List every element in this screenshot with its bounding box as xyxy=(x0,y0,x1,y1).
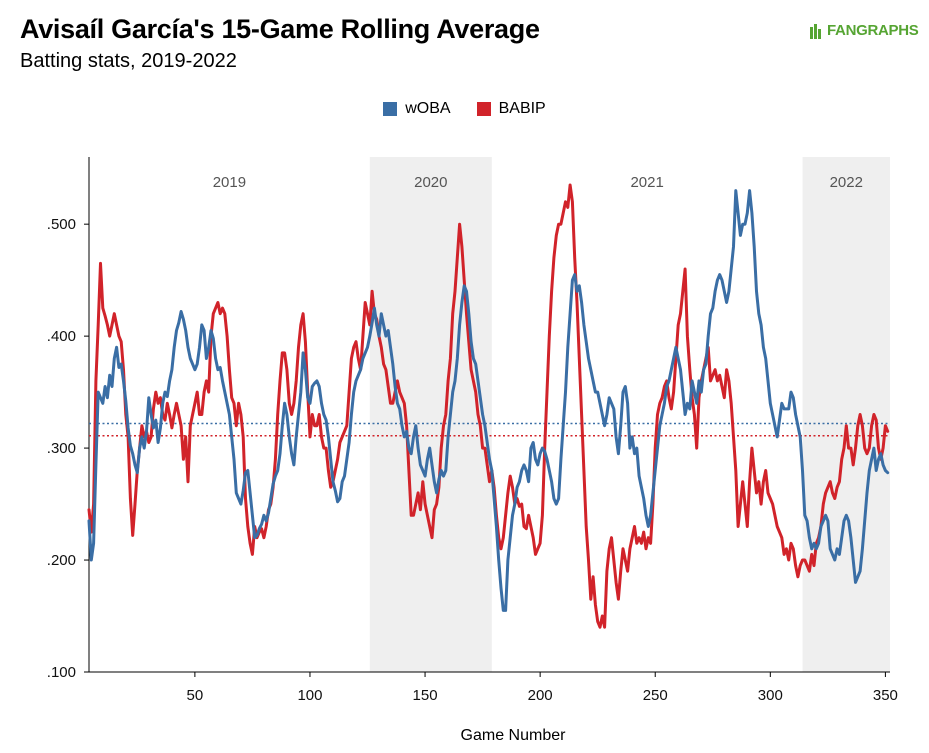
fangraphs-logo: FANGRAPHS xyxy=(810,22,919,39)
fangraphs-logo-icon xyxy=(810,23,821,39)
series-line-woba xyxy=(87,189,890,612)
y-tick-label: .100 xyxy=(47,664,76,681)
season-label-2019: 2019 xyxy=(213,174,246,191)
x-tick-label: 150 xyxy=(413,687,438,704)
chart-legend: wOBA BABIP xyxy=(0,100,929,118)
x-tick-label: 100 xyxy=(297,687,322,704)
chart-subtitle: Batting stats, 2019-2022 xyxy=(20,50,237,72)
legend-label-woba: wOBA xyxy=(405,100,451,117)
legend-item-babip: BABIP xyxy=(476,100,546,118)
chart-title: Avisaíl García's 15-Game Rolling Average xyxy=(20,14,540,44)
series-line-babip xyxy=(87,183,890,629)
x-tick-label: 300 xyxy=(758,687,783,704)
y-tick-label: .200 xyxy=(47,552,76,569)
x-axis-title: Game Number xyxy=(460,727,566,744)
y-tick-label: .300 xyxy=(47,440,76,457)
x-tick-label: 200 xyxy=(528,687,553,704)
season-label-2020: 2020 xyxy=(414,174,447,191)
y-tick-label: .400 xyxy=(47,328,76,345)
season-label-2021: 2021 xyxy=(630,174,663,191)
season-band-2022 xyxy=(802,157,890,672)
legend-swatch-babip xyxy=(476,102,491,116)
season-label-2022: 2022 xyxy=(830,174,863,191)
season-band-2020 xyxy=(369,157,492,672)
legend-label-babip: BABIP xyxy=(498,100,546,117)
y-tick-label: .500 xyxy=(47,216,76,233)
fangraphs-logo-text: FANGRAPHS xyxy=(827,22,919,39)
x-tick-label: 350 xyxy=(873,687,898,704)
x-tick-label: 50 xyxy=(187,687,204,704)
x-tick-label: 250 xyxy=(643,687,668,704)
legend-swatch-woba xyxy=(383,102,398,116)
legend-item-woba: wOBA xyxy=(383,100,451,118)
